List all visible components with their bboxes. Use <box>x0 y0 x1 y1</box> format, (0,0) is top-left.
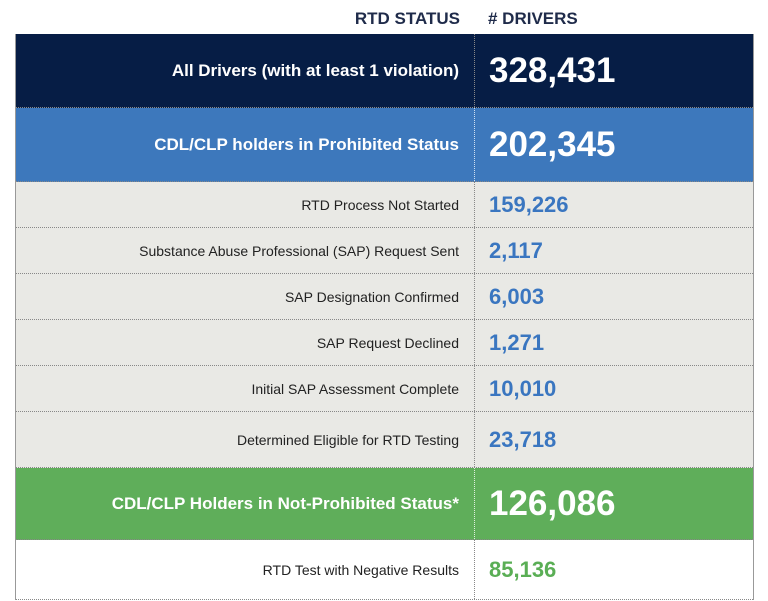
row-value: 23,718 <box>489 426 557 452</box>
table-row: SAP Request Declined 1,271 <box>16 320 753 366</box>
row-value: 1,271 <box>489 329 545 355</box>
row-label: RTD Test with Negative Results <box>16 540 475 599</box>
rtd-status-header: RTD STATUS <box>354 9 460 28</box>
row-label: Determined Eligible for RTD Testing <box>16 412 475 467</box>
row-value: 6,003 <box>489 283 545 309</box>
table-row: Substance Abuse Professional (SAP) Reque… <box>16 228 753 274</box>
row-value: 159,226 <box>489 191 569 217</box>
row-value: 10,010 <box>489 375 557 401</box>
row-value: 202,345 <box>489 124 616 164</box>
row-label: SAP Request Declined <box>16 320 475 365</box>
table-row-not-prohibited: CDL/CLP Holders in Not-Prohibited Status… <box>16 468 753 540</box>
table-row: Initial SAP Assessment Complete 10,010 <box>16 366 753 412</box>
table-row: SAP Designation Confirmed 6,003 <box>16 274 753 320</box>
row-label: CDL/CLP Holders in Not-Prohibited Status… <box>16 468 475 539</box>
table-row-prohibited: CDL/CLP holders in Prohibited Status 202… <box>16 108 753 182</box>
row-label: Initial SAP Assessment Complete <box>16 366 475 411</box>
row-value: 2,117 <box>489 237 543 263</box>
table-row: RTD Test with Negative Results 85,136 <box>16 540 753 600</box>
row-label: Substance Abuse Professional (SAP) Reque… <box>16 228 475 273</box>
row-value: 85,136 <box>489 556 557 582</box>
row-label: CDL/CLP holders in Prohibited Status <box>16 108 475 181</box>
drivers-header: # DRIVERS <box>488 9 578 28</box>
table-row: RTD Process Not Started 159,226 <box>16 182 753 228</box>
row-label: SAP Designation Confirmed <box>16 274 475 319</box>
row-value: 328,431 <box>489 50 616 90</box>
table-row: Determined Eligible for RTD Testing 23,7… <box>16 412 753 468</box>
table-row-all-drivers: All Drivers (with at least 1 violation) … <box>16 34 753 108</box>
row-label: RTD Process Not Started <box>16 182 475 227</box>
rtd-status-table: All Drivers (with at least 1 violation) … <box>15 34 754 600</box>
row-value: 126,086 <box>489 483 616 523</box>
row-label: All Drivers (with at least 1 violation) <box>16 34 475 107</box>
